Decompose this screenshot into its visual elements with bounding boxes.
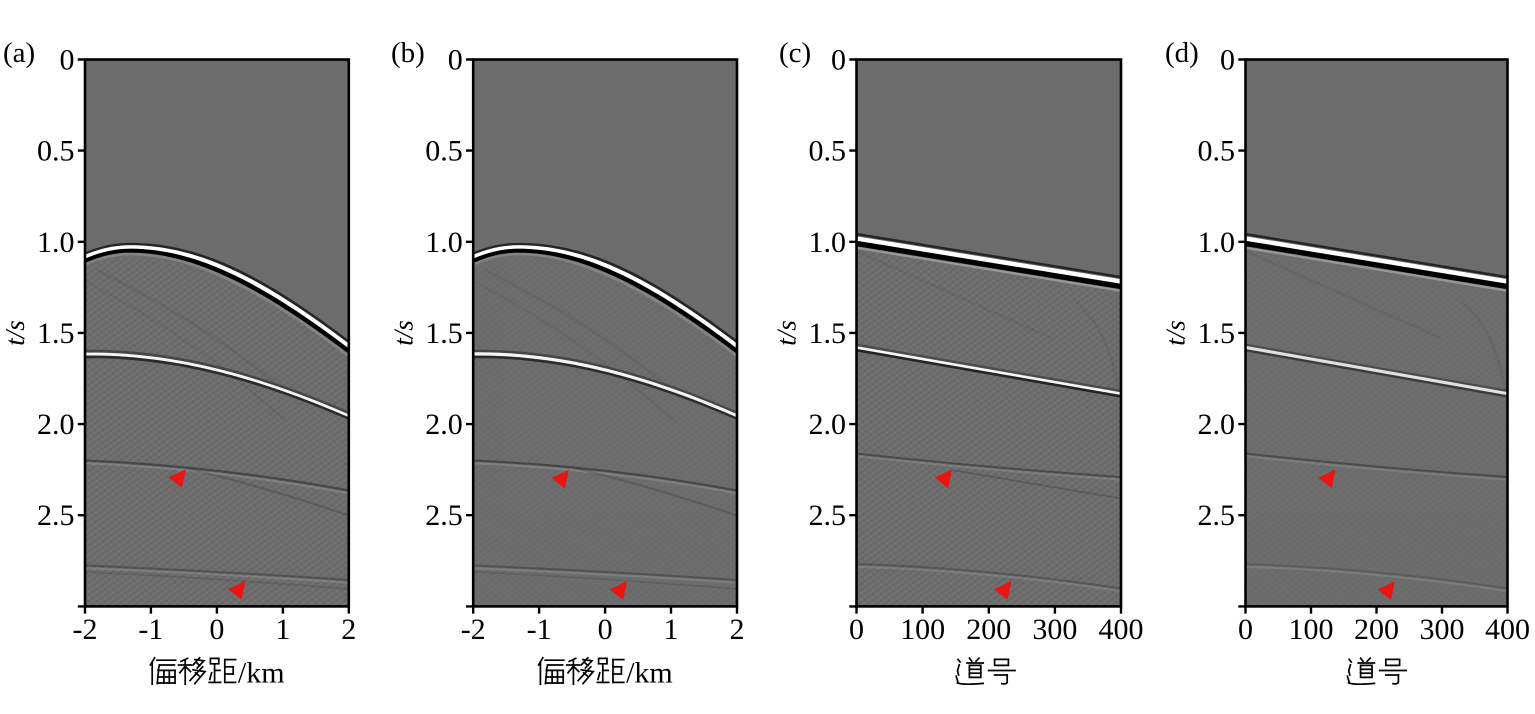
svg-text:2.0: 2.0 (1198, 408, 1236, 441)
svg-text:0: 0 (448, 44, 463, 77)
svg-text:100: 100 (900, 613, 945, 646)
svg-text:(b): (b) (391, 37, 425, 69)
svg-text:0.5: 0.5 (37, 135, 75, 168)
svg-text:-1: -1 (527, 613, 552, 646)
svg-text:0: 0 (598, 613, 613, 646)
svg-text:0: 0 (60, 44, 75, 77)
svg-text:1.0: 1.0 (37, 226, 75, 259)
svg-text:0: 0 (1238, 613, 1253, 646)
svg-text:-2: -2 (73, 613, 98, 646)
svg-text:0: 0 (209, 613, 224, 646)
svg-text:2.0: 2.0 (809, 408, 847, 441)
svg-text:400: 400 (1485, 613, 1530, 646)
svg-text:2: 2 (730, 613, 745, 646)
svg-text:200: 200 (966, 613, 1011, 646)
svg-text:(a): (a) (3, 37, 35, 69)
svg-text:300: 300 (1032, 613, 1077, 646)
svg-text:0: 0 (831, 44, 846, 77)
svg-text:t/s: t/s (388, 320, 418, 346)
svg-text:1.0: 1.0 (1198, 226, 1236, 259)
svg-text:2.5: 2.5 (809, 499, 847, 532)
svg-text:-1: -1 (138, 613, 163, 646)
svg-text:t/s: t/s (0, 320, 30, 346)
svg-text:0: 0 (1220, 44, 1235, 77)
svg-text:(d): (d) (1165, 37, 1199, 69)
svg-text:/km: /km (626, 657, 673, 690)
svg-text:2.0: 2.0 (425, 408, 463, 441)
svg-text:1.5: 1.5 (809, 317, 847, 350)
svg-text:100: 100 (1289, 613, 1334, 646)
svg-text:/km: /km (238, 657, 285, 690)
svg-text:300: 300 (1420, 613, 1465, 646)
svg-text:1.5: 1.5 (37, 317, 75, 350)
svg-text:2: 2 (341, 613, 356, 646)
svg-text:2.0: 2.0 (37, 408, 75, 441)
svg-text:2.5: 2.5 (37, 499, 75, 532)
svg-text:2.5: 2.5 (425, 499, 463, 532)
svg-text:1: 1 (664, 613, 679, 646)
svg-text:0.5: 0.5 (809, 135, 847, 168)
svg-text:1.0: 1.0 (425, 226, 463, 259)
svg-text:0: 0 (849, 613, 864, 646)
svg-text:0.5: 0.5 (425, 135, 463, 168)
svg-text:t/s: t/s (772, 320, 802, 346)
svg-text:(c): (c) (779, 37, 811, 69)
svg-text:t/s: t/s (1161, 320, 1191, 346)
svg-text:-2: -2 (461, 613, 486, 646)
svg-text:1.0: 1.0 (809, 226, 847, 259)
svg-text:0.5: 0.5 (1198, 135, 1236, 168)
svg-text:1: 1 (275, 613, 290, 646)
svg-text:1.5: 1.5 (1198, 317, 1236, 350)
svg-text:200: 200 (1354, 613, 1399, 646)
svg-text:2.5: 2.5 (1198, 499, 1236, 532)
svg-text:400: 400 (1099, 613, 1144, 646)
svg-text:1.5: 1.5 (425, 317, 463, 350)
